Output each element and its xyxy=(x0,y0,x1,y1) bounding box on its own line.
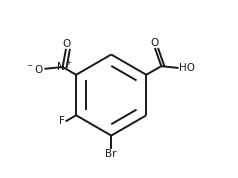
Text: O: O xyxy=(150,38,159,48)
Text: HO: HO xyxy=(178,63,194,73)
Text: F: F xyxy=(59,116,65,126)
Text: $^-$O: $^-$O xyxy=(25,63,45,75)
Text: O: O xyxy=(62,39,71,49)
Text: N$^+$: N$^+$ xyxy=(56,59,73,72)
Text: Br: Br xyxy=(105,149,117,159)
